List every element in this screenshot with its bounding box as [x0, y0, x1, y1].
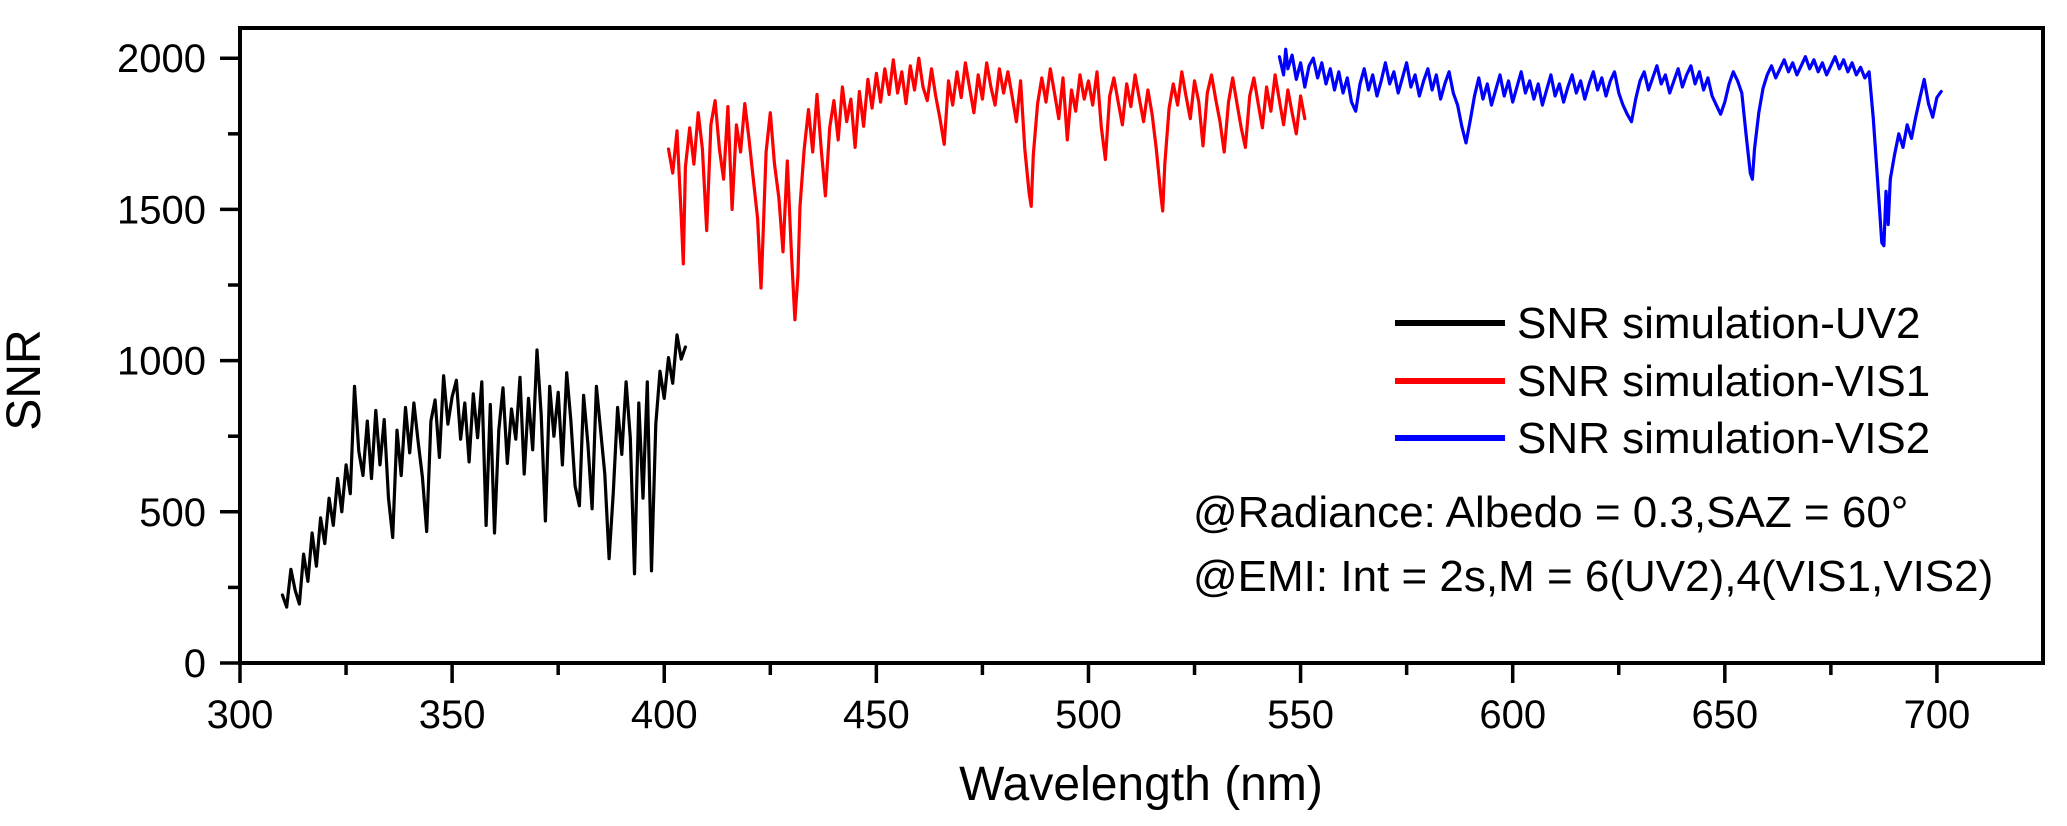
x-tick-label: 550 [1267, 693, 1334, 737]
y-tick-label: 0 [184, 642, 206, 686]
x-axis-title: Wavelength (nm) [959, 758, 1323, 811]
series-line-vis1 [666, 56, 1307, 322]
y-tick-label: 1500 [117, 188, 206, 232]
y-axis-title: SNR [0, 329, 51, 430]
series-line-uv2 [280, 333, 688, 609]
x-tick-label: 350 [419, 693, 486, 737]
annotation-emi: @EMI: Int = 2s,M = 6(UV2),4(VIS1,VIS2) [1193, 552, 1993, 601]
data-series [280, 47, 1943, 609]
axis-ticks: 300 350 400 450 500 550 600 650 700 0 500 1000 1500 2… [117, 37, 1970, 737]
y-tick-label: 2000 [117, 37, 206, 81]
x-tick-label: 650 [1691, 693, 1758, 737]
annotation-radiance: @Radiance: Albedo = 0.3,SAZ = 60° [1193, 488, 1908, 537]
legend-label-uv2: SNR simulation-UV2 [1517, 299, 1920, 348]
legend-label-vis1: SNR simulation-VIS1 [1517, 357, 1930, 406]
x-tick-label: 300 [207, 693, 274, 737]
series-line-vis2 [1277, 47, 1943, 248]
legend: SNR simulation-UV2 SNR simulation-VIS1 S… [1395, 299, 1930, 463]
legend-label-vis2: SNR simulation-VIS2 [1517, 414, 1930, 463]
y-tick-label: 1000 [117, 340, 206, 384]
x-tick-label: 700 [1904, 693, 1971, 737]
plot-border [238, 26, 2045, 665]
x-tick-label: 450 [843, 693, 910, 737]
y-tick-label: 500 [139, 491, 206, 535]
x-tick-label: 400 [631, 693, 698, 737]
x-tick-label: 500 [1055, 693, 1122, 737]
x-tick-label: 600 [1479, 693, 1546, 737]
